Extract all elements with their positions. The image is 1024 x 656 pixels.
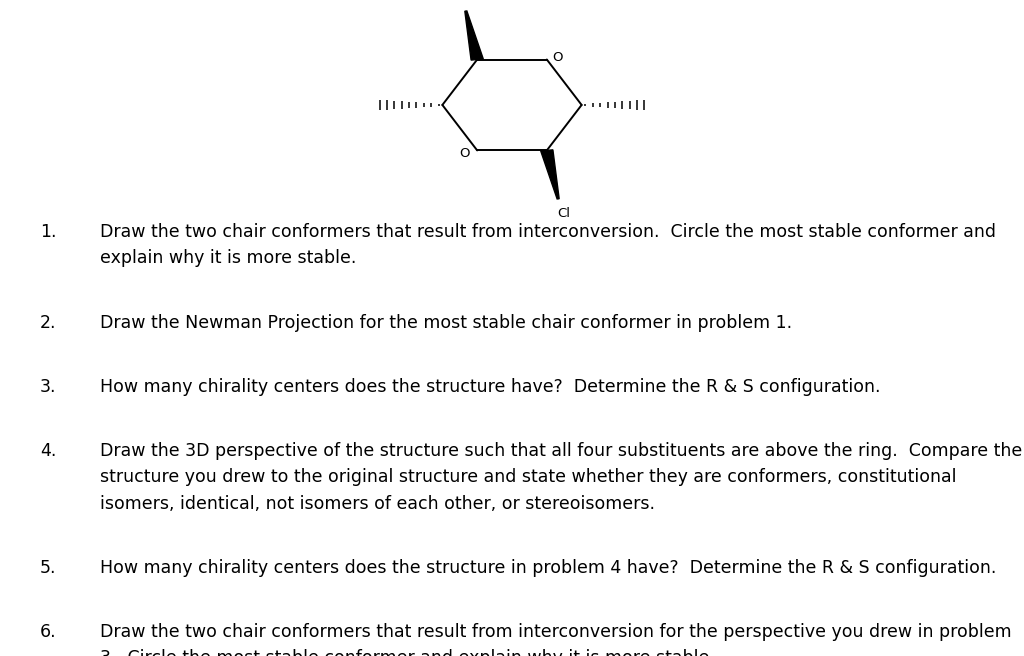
Text: Cl: Cl xyxy=(557,207,569,220)
Text: 5.: 5. xyxy=(40,559,56,577)
Text: 6.: 6. xyxy=(40,623,56,641)
Text: O: O xyxy=(460,146,470,159)
Text: structure you drew to the original structure and state whether they are conforme: structure you drew to the original struc… xyxy=(100,468,956,486)
Text: How many chirality centers does the structure have?  Determine the R & S configu: How many chirality centers does the stru… xyxy=(100,378,881,396)
Text: How many chirality centers does the structure in problem 4 have?  Determine the : How many chirality centers does the stru… xyxy=(100,559,996,577)
Text: explain why it is more stable.: explain why it is more stable. xyxy=(100,249,356,267)
Text: isomers, identical, not isomers of each other, or stereoisomers.: isomers, identical, not isomers of each … xyxy=(100,495,655,512)
Text: O: O xyxy=(552,51,562,64)
Text: 4.: 4. xyxy=(40,442,56,460)
Text: 3.  Circle the most stable conformer and explain why it is more stable.: 3. Circle the most stable conformer and … xyxy=(100,649,715,656)
Polygon shape xyxy=(541,150,559,199)
Polygon shape xyxy=(465,11,483,60)
Text: Draw the two chair conformers that result from interconversion for the perspecti: Draw the two chair conformers that resul… xyxy=(100,623,1012,641)
Text: Draw the Newman Projection for the most stable chair conformer in problem 1.: Draw the Newman Projection for the most … xyxy=(100,314,793,331)
Text: Cl: Cl xyxy=(455,0,467,3)
Text: 1.: 1. xyxy=(40,223,56,241)
Text: 3.: 3. xyxy=(40,378,56,396)
Text: 2.: 2. xyxy=(40,314,56,331)
Text: Draw the two chair conformers that result from interconversion.  Circle the most: Draw the two chair conformers that resul… xyxy=(100,223,996,241)
Text: Draw the 3D perspective of the structure such that all four substituents are abo: Draw the 3D perspective of the structure… xyxy=(100,442,1023,460)
